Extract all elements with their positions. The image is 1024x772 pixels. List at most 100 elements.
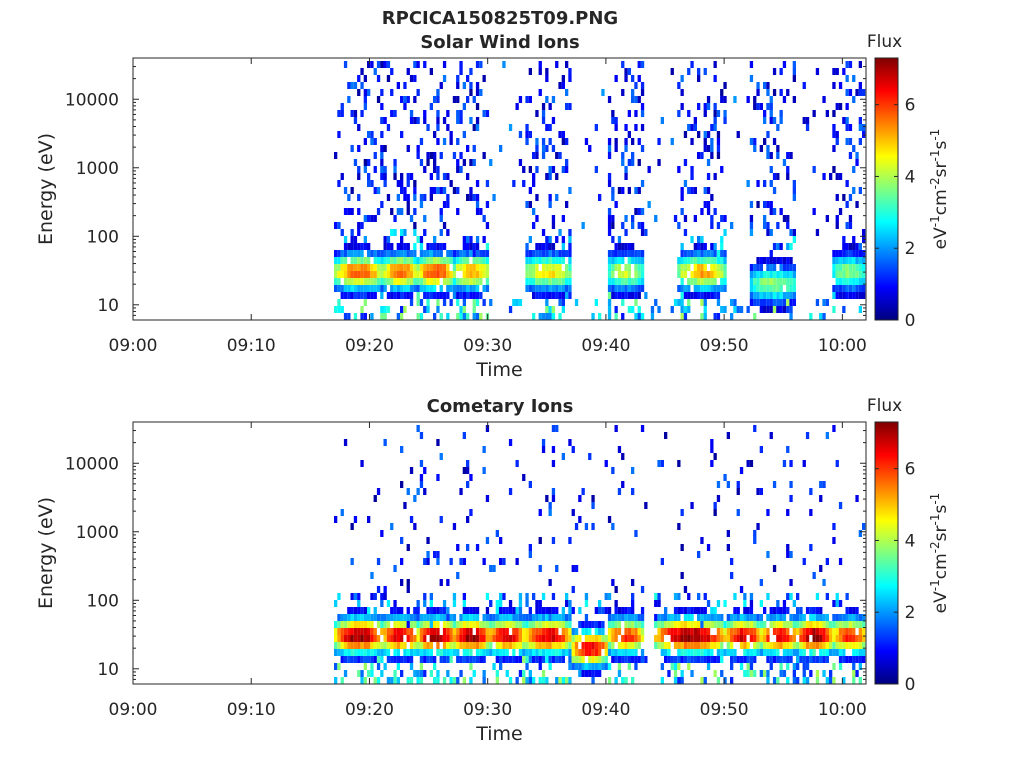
spectrogram-cell <box>730 649 734 656</box>
spectrogram-cell <box>660 558 664 565</box>
spectrogram-cell <box>337 131 341 138</box>
spectrogram-cell <box>786 446 790 453</box>
spectrogram-cell <box>634 292 638 299</box>
spectrogram-cell <box>360 628 364 635</box>
spectrogram-cell <box>812 621 816 628</box>
spectrogram-cell <box>776 621 780 628</box>
colorbar-label: eV-1cm-2sr-1s-1 <box>928 129 951 250</box>
spectrogram-cell <box>796 642 800 649</box>
spectrogram-cell <box>640 614 645 621</box>
spectrogram-cell <box>376 642 381 649</box>
spectrogram-cell <box>565 159 569 166</box>
spectrogram-cell <box>736 628 740 635</box>
spectrogram-cell <box>700 313 704 320</box>
spectrogram-cell <box>555 656 559 663</box>
spectrogram-cell <box>413 670 417 677</box>
spectrogram-cell <box>588 628 592 635</box>
spectrogram-cell <box>357 656 361 663</box>
spectrogram-cell <box>829 670 833 677</box>
spectrogram-cell <box>548 313 552 320</box>
spectrogram-cell <box>551 593 556 600</box>
spectrogram-cell <box>426 124 430 131</box>
spectrogram-cell <box>756 271 760 278</box>
spectrogram-cell <box>555 677 559 684</box>
spectrogram-cell <box>383 635 387 642</box>
spectrogram-cell <box>835 68 839 75</box>
spectrogram-cell <box>697 628 701 635</box>
spectrogram-cell <box>697 551 701 558</box>
spectrogram-cell <box>499 628 503 635</box>
spectrogram-cell <box>400 250 404 257</box>
spectrogram-cell <box>713 61 717 68</box>
spectrogram-cell <box>350 523 354 530</box>
spectrogram-cell <box>716 628 721 635</box>
spectrogram-cell <box>578 656 582 663</box>
spectrogram-cell <box>644 229 648 236</box>
spectrogram-cell <box>769 607 773 614</box>
spectrogram-cell <box>436 89 440 96</box>
spectrogram-cell <box>789 656 793 663</box>
spectrogram-cell <box>376 488 381 495</box>
spectrogram-cell <box>337 264 341 271</box>
spectrogram-cell <box>485 271 490 278</box>
spectrogram-cell <box>416 89 420 96</box>
spectrogram-cell <box>485 621 490 628</box>
spectrogram-cell <box>433 635 437 642</box>
spectrogram-cell <box>433 292 437 299</box>
spectrogram-cell <box>766 649 770 656</box>
spectrogram-cell <box>452 635 457 642</box>
spectrogram-cell <box>406 278 410 285</box>
spectrogram-cell <box>838 285 843 292</box>
spectrogram-cell <box>406 586 410 593</box>
spectrogram-cell <box>779 292 783 299</box>
spectrogram-cell <box>779 285 783 292</box>
spectrogram-cell <box>749 649 754 656</box>
spectrogram-cell <box>357 243 361 250</box>
spectrogram-cell <box>584 649 589 656</box>
spectrogram-cell <box>495 607 499 614</box>
spectrogram-cell <box>690 614 694 621</box>
spectrogram-cell <box>611 257 615 264</box>
spectrogram-cell <box>763 299 767 306</box>
spectrogram-cell <box>459 621 463 628</box>
spectrogram-cell <box>753 313 757 320</box>
spectrogram-cell <box>367 271 371 278</box>
spectrogram-cell <box>627 656 631 663</box>
spectrogram-cell <box>611 642 615 649</box>
spectrogram-cell <box>469 89 473 96</box>
spectrogram-cell <box>532 222 536 229</box>
spectrogram-cell <box>337 180 341 187</box>
spectrogram-cell <box>621 313 625 320</box>
spectrogram-cell <box>858 124 862 131</box>
spectrogram-cell <box>360 313 364 320</box>
spectrogram-cell <box>763 82 767 89</box>
spectrogram-cell <box>482 621 486 628</box>
spectrogram-cell <box>436 166 440 173</box>
spectrogram-cell <box>716 614 721 621</box>
spectrogram-cell <box>697 131 701 138</box>
spectrogram-cell <box>426 292 430 299</box>
spectrogram-cell <box>482 152 486 159</box>
spectrogram-cell <box>835 222 839 229</box>
spectrogram-cell <box>759 306 763 313</box>
spectrogram-cell <box>832 68 836 75</box>
spectrogram-cell <box>680 271 684 278</box>
spectrogram-cell <box>433 628 437 635</box>
spectrogram-cell <box>367 635 371 642</box>
spectrogram-cell <box>436 110 440 117</box>
spectrogram-cell <box>756 621 760 628</box>
spectrogram-cell <box>769 166 773 173</box>
spectrogram-cell <box>347 313 351 320</box>
spectrogram-cell <box>607 271 612 278</box>
spectrogram-cell <box>716 621 721 628</box>
spectrogram-cell <box>541 621 546 628</box>
spectrogram-cell <box>805 642 810 649</box>
spectrogram-cell <box>812 642 816 649</box>
spectrogram-cell <box>703 593 707 600</box>
spectrogram-cell <box>403 621 407 628</box>
spectrogram-cell <box>621 61 625 68</box>
y-tick-label: 10 <box>97 660 119 680</box>
spectrogram-cell <box>512 628 516 635</box>
spectrogram-cell <box>749 75 754 82</box>
